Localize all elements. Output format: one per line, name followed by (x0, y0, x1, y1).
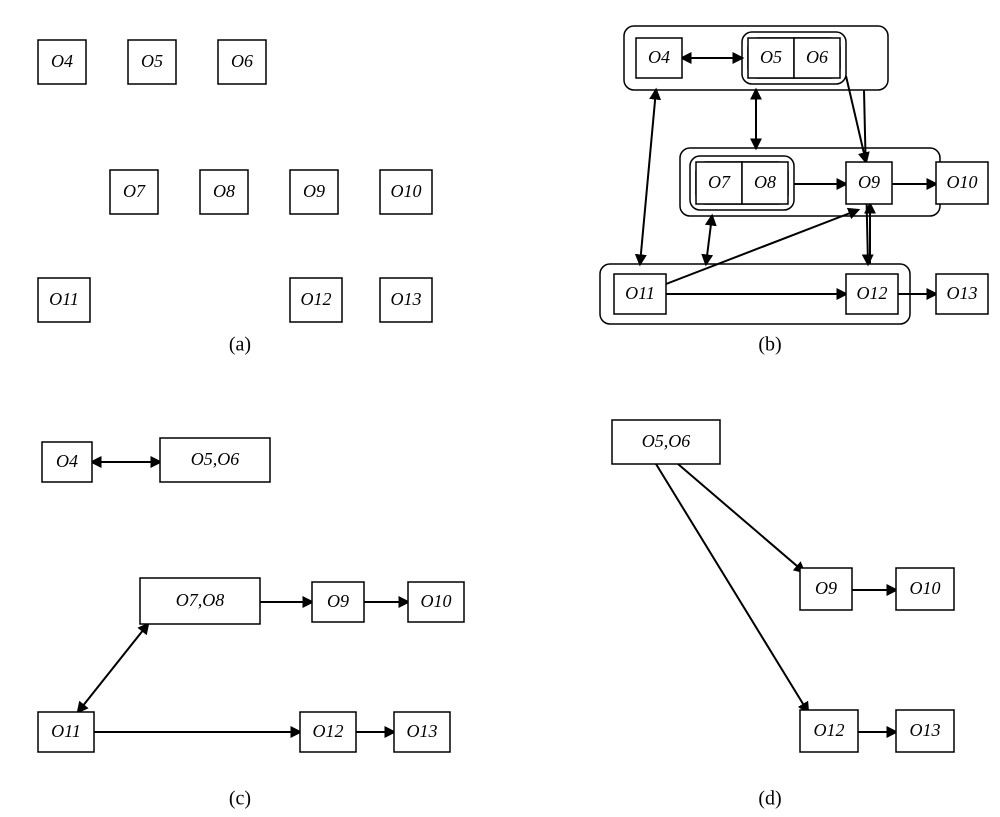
d-o12-label: O12 (814, 720, 845, 740)
a-o10-label: O10 (391, 181, 422, 201)
cap-d: (d) (758, 788, 781, 810)
b-o8-label: O8 (754, 172, 776, 192)
d-o10-label: O10 (910, 578, 941, 598)
a-o5-label: O5 (141, 51, 163, 71)
c-o78-label: O7,O8 (176, 590, 225, 610)
diagram-stage: O4 O5 O6 O7 O8 O9 O10 O11 O12 O13 O4 O5 O6 O7 O8 O9 O10 O… (0, 0, 1000, 817)
a-o12-label: O12 (301, 289, 332, 309)
b-o7-label: O7 (708, 172, 731, 192)
b-o12-label: O12 (857, 283, 888, 303)
c-o12-label: O12 (313, 721, 344, 741)
b-o6-label: O6 (806, 47, 828, 67)
c-o11-label: O11 (51, 721, 81, 741)
background (0, 0, 1000, 817)
d-o13-label: O13 (910, 720, 941, 740)
c-o56-label: O5,O6 (191, 449, 240, 469)
b-o10-label: O10 (947, 172, 978, 192)
cap-c: (c) (229, 788, 251, 810)
c-o10-label: O10 (421, 591, 452, 611)
b-o9-label: O9 (858, 172, 880, 192)
b-o11-label: O11 (625, 283, 655, 303)
a-o13-label: O13 (391, 289, 422, 309)
cap-a: (a) (229, 334, 251, 356)
c-o4-label: O4 (56, 451, 78, 471)
a-o8-label: O8 (213, 181, 235, 201)
cap-b: (b) (758, 334, 781, 356)
d-o56-label: O5,O6 (642, 431, 691, 451)
b-o4-label: O4 (648, 47, 670, 67)
a-o6-label: O6 (231, 51, 253, 71)
a-o11-label: O11 (49, 289, 79, 309)
c-o13-label: O13 (407, 721, 438, 741)
c-o9-label: O9 (327, 591, 349, 611)
b-o5-label: O5 (760, 47, 782, 67)
a-o4-label: O4 (51, 51, 73, 71)
d-o9-label: O9 (815, 578, 837, 598)
b-o13-label: O13 (947, 283, 978, 303)
a-o9-label: O9 (303, 181, 325, 201)
a-o7-label: O7 (123, 181, 146, 201)
